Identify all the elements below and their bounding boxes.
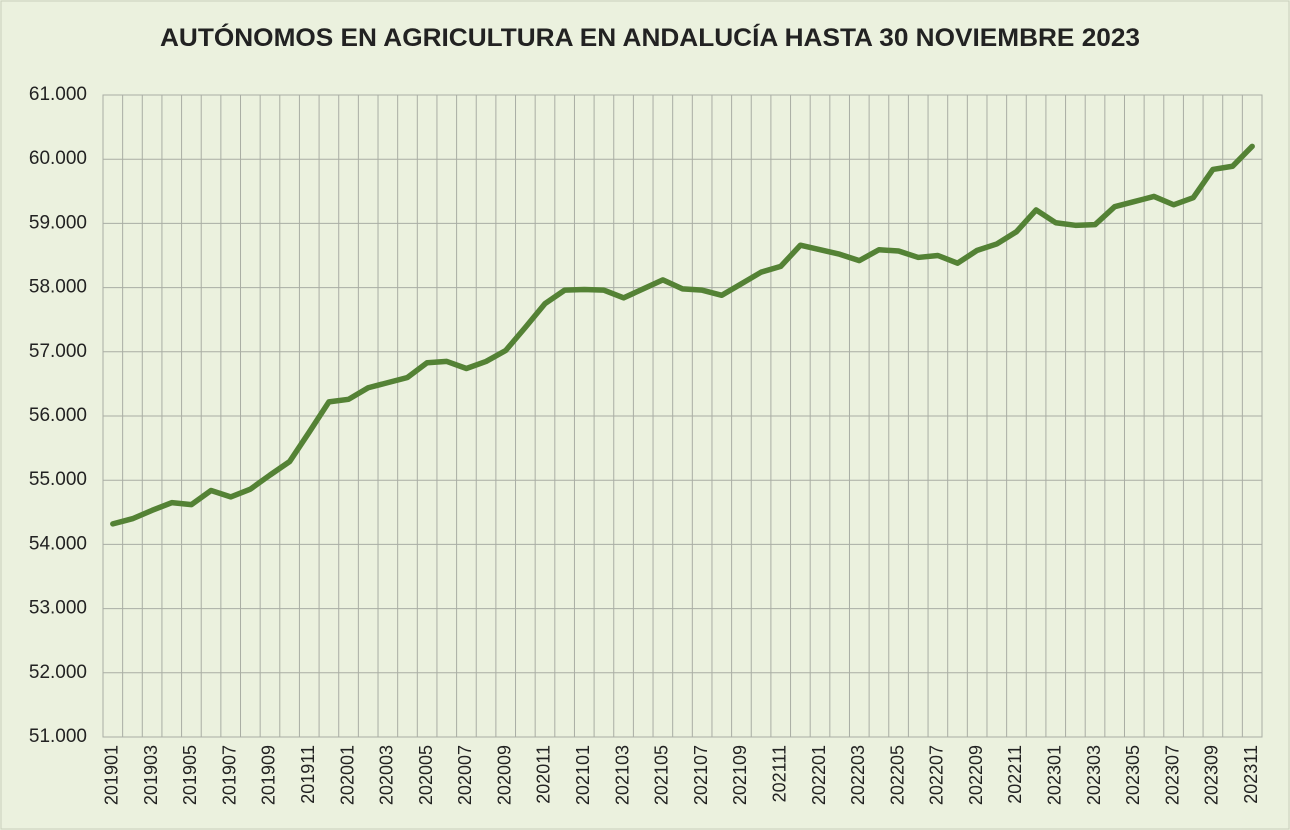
x-tick-label: 201901 <box>102 745 122 805</box>
x-tick-label: 202011 <box>534 745 554 804</box>
x-tick-label: 202005 <box>416 745 436 805</box>
x-tick-label: 201911 <box>298 745 318 804</box>
y-tick-label: 58.000 <box>29 277 87 298</box>
y-tick-label: 54.000 <box>29 533 87 554</box>
y-tick-label: 60.000 <box>29 148 87 169</box>
y-tick-label: 55.000 <box>29 469 87 490</box>
x-tick-label: 202009 <box>494 745 514 805</box>
y-tick-label: 52.000 <box>29 662 87 683</box>
x-tick-label: 202211 <box>1005 745 1025 804</box>
y-tick-label: 61.000 <box>29 84 87 105</box>
x-tick-label: 202105 <box>652 745 672 805</box>
x-tick-label: 202003 <box>377 745 397 805</box>
chart-title: AUTÓNOMOS EN AGRICULTURA EN ANDALUCÍA HA… <box>160 22 1140 52</box>
data-line <box>110 143 1255 527</box>
x-tick-label: 202007 <box>455 745 475 805</box>
x-tick-label: 202305 <box>1123 745 1143 805</box>
x-tick-label: 202203 <box>848 745 868 805</box>
x-tick-label: 202201 <box>809 745 829 805</box>
x-tick-label: 202303 <box>1084 745 1104 805</box>
x-tick-label: 202301 <box>1044 745 1064 805</box>
x-tick-label: 202207 <box>927 745 947 805</box>
y-tick-label: 51.000 <box>29 726 87 747</box>
x-tick-label: 201903 <box>141 745 161 805</box>
x-tick-label: 202001 <box>337 745 357 805</box>
x-tick-label: 202107 <box>691 745 711 805</box>
x-tick-label: 202111 <box>769 745 789 802</box>
y-tick-label: 57.000 <box>29 341 87 362</box>
x-tick-label: 202311 <box>1241 745 1261 804</box>
y-tick-label: 56.000 <box>29 405 87 426</box>
x-tick-label: 202309 <box>1202 745 1222 805</box>
x-tick-label: 201907 <box>219 745 239 805</box>
y-tick-label: 59.000 <box>29 212 87 233</box>
x-tick-label: 202101 <box>573 745 593 805</box>
plot-border <box>102 94 1263 738</box>
x-tick-label: 202109 <box>730 745 750 805</box>
x-tick-label: 201909 <box>259 745 279 805</box>
x-tick-label: 201905 <box>180 745 200 805</box>
y-tick-label: 53.000 <box>29 598 87 619</box>
x-tick-label: 202307 <box>1162 745 1182 805</box>
x-tick-label: 202103 <box>612 745 632 805</box>
x-tick-label: 202205 <box>887 745 907 805</box>
x-tick-label: 202209 <box>966 745 986 805</box>
